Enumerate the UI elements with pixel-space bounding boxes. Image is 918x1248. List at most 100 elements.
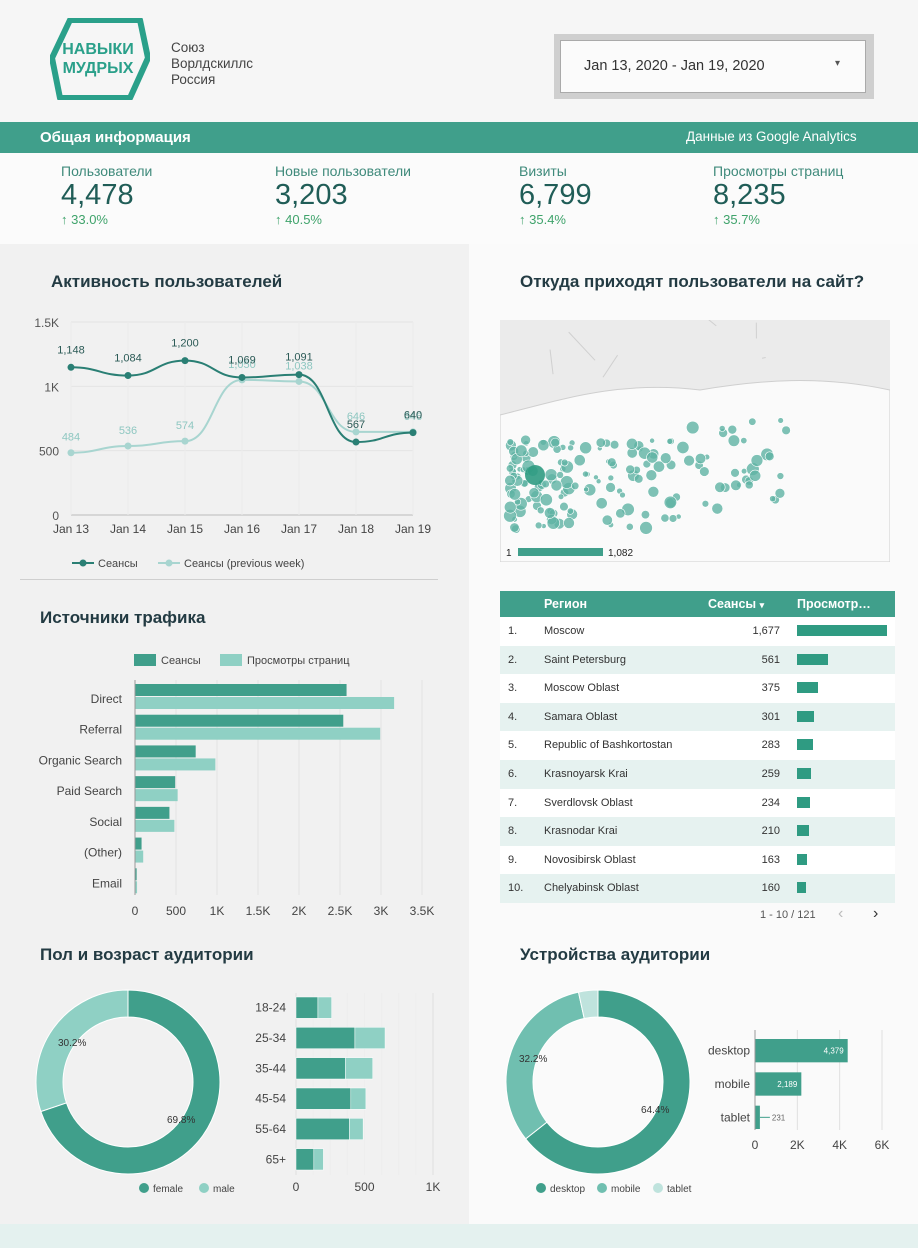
legend-swatch <box>199 1183 209 1193</box>
logo-line-2: МУДРЫХ <box>63 60 134 77</box>
bar-female <box>295 1118 350 1140</box>
legend-label: Сеансы <box>161 655 201 667</box>
chevron-right-icon[interactable]: › <box>873 905 879 922</box>
session-dot <box>718 425 726 432</box>
bar-male <box>345 1057 373 1080</box>
date-range-picker[interactable] <box>560 40 866 93</box>
region-border <box>568 331 596 361</box>
session-dot <box>557 493 565 500</box>
kpi-pageviews: Просмотры страниц 8,235 ↑ 35.7% <box>713 163 843 227</box>
chevron-left-icon[interactable]: ‹ <box>838 905 844 922</box>
table-row[interactable]: 5. Republic of Bashkortostan 283 <box>500 731 895 760</box>
legend-label: male <box>213 1184 235 1195</box>
row-number: 9. <box>508 853 518 866</box>
legend-swatch <box>134 654 156 666</box>
category-label: 55-64 <box>255 1122 286 1136</box>
bar-female <box>295 1027 356 1049</box>
device-bar <box>755 1039 848 1063</box>
col-sessions-label[interactable]: Сеансы <box>708 597 757 611</box>
bar-male <box>313 1148 324 1171</box>
data-label: 4,379 <box>824 1047 845 1056</box>
chevron-down-icon[interactable]: ▾ <box>835 58 841 69</box>
table-row[interactable]: 2. Saint Petersburg 561 <box>500 645 895 675</box>
session-dot <box>666 437 674 445</box>
session-dot <box>663 495 677 510</box>
region-name: Krasnoyarsk Krai <box>544 767 628 780</box>
data-point <box>181 437 189 445</box>
donut-slice <box>40 989 221 1175</box>
y-tick-label: 1K <box>44 380 59 394</box>
session-dot <box>536 506 545 515</box>
sessions-value: 375 <box>761 682 780 695</box>
session-dot <box>626 437 638 450</box>
kpi-delta-value: 40.5% <box>285 212 322 227</box>
region-name: Novosibirsk Oblast <box>544 853 636 866</box>
slice-label: 69.8% <box>167 1115 195 1126</box>
kpi-value: 8,235 <box>713 179 786 211</box>
bar-male <box>350 1087 367 1110</box>
session-dot <box>647 485 660 498</box>
session-dot <box>605 482 616 493</box>
session-dot <box>615 508 626 519</box>
legend-label: desktop <box>550 1184 585 1195</box>
col-pageviews[interactable]: Просмотр… <box>797 597 871 611</box>
row-number: 1. <box>508 625 518 637</box>
legend-swatch <box>653 1183 663 1193</box>
slice-label: 64.4% <box>641 1105 669 1116</box>
x-tick-label: 2K <box>292 904 307 918</box>
table-row[interactable]: 7. Sverdlovsk Oblast 234 <box>500 788 895 818</box>
legend-swatch <box>165 559 173 567</box>
table-row[interactable]: 4. Samara Oblast 301 <box>500 702 895 732</box>
pagination-label: 1 - 10 / 121 <box>760 909 816 921</box>
data-label: 1,084 <box>114 353 142 365</box>
data-point <box>67 363 75 371</box>
x-tick-label: 3.5K <box>410 904 435 918</box>
bar-pageviews <box>135 819 175 832</box>
session-dot <box>711 502 724 515</box>
data-label: 2,189 <box>777 1080 798 1089</box>
date-range-value[interactable]: Jan 13, 2020 - Jan 19, 2020 <box>584 58 765 74</box>
table-row[interactable]: 3. Moscow Oblast 375 <box>500 674 895 703</box>
session-dot <box>528 487 540 499</box>
table-row[interactable]: 10. Chelyabinsk Oblast 160 <box>500 874 895 903</box>
category-label: Paid Search <box>57 784 122 798</box>
sort-desc-icon[interactable]: ▾ <box>759 600 765 610</box>
category-label: Direct <box>91 692 123 706</box>
x-tick-label: Jan 13 <box>53 522 89 536</box>
donut-slice <box>577 989 599 1020</box>
kpi-label: Просмотры страниц <box>713 163 844 179</box>
data-label: 567 <box>347 419 365 431</box>
bar-female <box>295 1087 352 1110</box>
legend-swatch <box>597 1183 607 1193</box>
sessions-value: 234 <box>761 796 780 809</box>
x-tick-label: Jan 15 <box>167 522 203 536</box>
bar-pageviews <box>135 697 395 709</box>
region-border <box>549 349 554 375</box>
session-dot <box>563 517 575 529</box>
session-dot <box>550 437 561 448</box>
table-row[interactable]: 6. Krasnoyarsk Krai 259 <box>500 759 895 789</box>
table-row[interactable]: 1. Moscow 1,677 <box>500 617 895 646</box>
data-label: 640 <box>404 410 422 422</box>
session-dot <box>515 444 528 457</box>
table-row[interactable]: 8. Krasnodar Krai 210 <box>500 817 895 846</box>
category-label: tablet <box>721 1110 751 1124</box>
session-dot <box>660 513 670 523</box>
bar-sessions <box>135 806 170 819</box>
legend-swatch <box>79 559 87 567</box>
kpi-value: 3,203 <box>275 179 348 211</box>
table-row[interactable]: 9. Novosibirsk Oblast 163 <box>500 845 895 875</box>
session-dot <box>676 441 690 454</box>
session-dot <box>649 437 655 444</box>
session-dot <box>748 417 757 426</box>
session-dot <box>764 451 775 462</box>
russia-sessions-map[interactable]: 1 1,082 <box>500 320 890 562</box>
col-sessions[interactable]: Сеансы ▾ <box>708 597 764 611</box>
bar-pageviews <box>135 881 138 894</box>
session-dot <box>503 500 517 514</box>
session-dot <box>607 474 615 482</box>
col-region[interactable]: Регион <box>544 597 588 611</box>
category-label: mobile <box>715 1077 751 1091</box>
x-tick-label: 0 <box>752 1138 759 1152</box>
data-point <box>124 372 132 380</box>
